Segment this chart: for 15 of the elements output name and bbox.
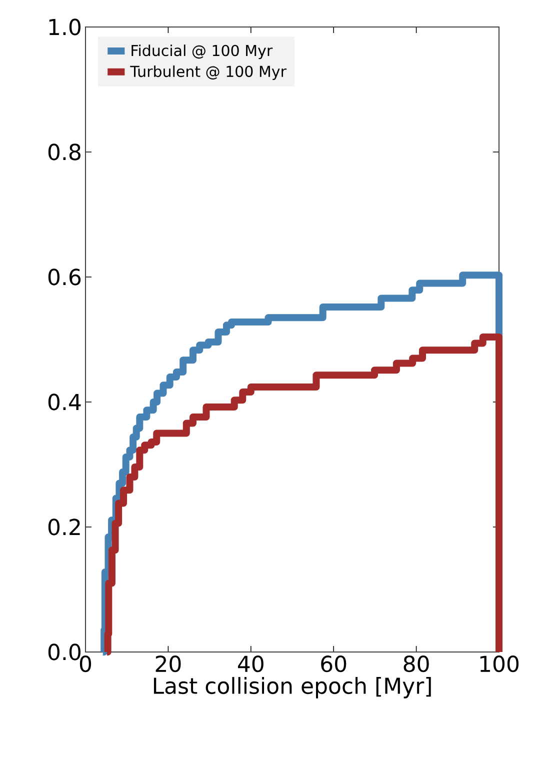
x-tick-label: 20 <box>156 656 181 672</box>
y-tick-label: 1.0 <box>49 18 80 36</box>
x-tick-label: 40 <box>238 656 264 672</box>
y-tick-label: 0.4 <box>48 394 81 410</box>
x-tick-label: 0 <box>80 656 92 672</box>
x-axis-title: Last collision epoch [Myr] <box>154 677 431 698</box>
y-tick-label: 0.6 <box>48 268 81 286</box>
x-tick-label: 80 <box>404 656 429 672</box>
y-tick-label: 0.2 <box>48 518 80 536</box>
y-tick-label: 0.8 <box>48 144 80 160</box>
legend-label: Fiducial @ 100 Myr <box>132 44 273 60</box>
x-tick-label: 60 <box>321 656 346 672</box>
legend-label: Turbulent @ 100 Myr <box>130 65 286 80</box>
x-tick-label: 100 <box>480 656 519 672</box>
y-tick-label: 0.0 <box>48 644 80 660</box>
